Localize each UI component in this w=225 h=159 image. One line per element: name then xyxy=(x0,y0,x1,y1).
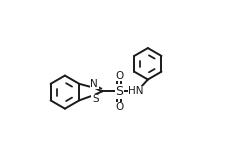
Text: HN: HN xyxy=(128,86,143,97)
Text: O: O xyxy=(115,71,123,81)
Text: S: S xyxy=(115,85,123,98)
Text: O: O xyxy=(115,102,123,112)
Text: S: S xyxy=(92,94,98,104)
Text: N: N xyxy=(90,79,98,89)
